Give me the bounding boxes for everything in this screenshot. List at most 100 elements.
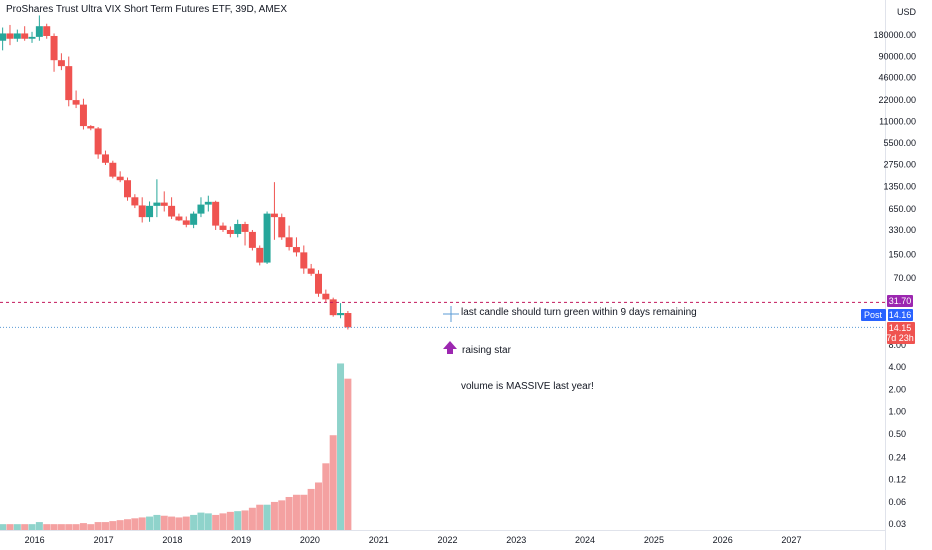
price-tick-label: 1350.00 <box>883 181 916 191</box>
candle <box>175 213 183 222</box>
candle <box>0 27 7 51</box>
candle <box>109 160 117 179</box>
chart-title: ProShares Trust Ultra VIX Short Term Fut… <box>6 4 288 15</box>
volume-tick-label: 8.00 <box>888 340 906 350</box>
cursor-cross-icon <box>443 306 459 322</box>
volume-bar <box>50 524 58 530</box>
volume-bar <box>109 521 117 530</box>
year-tick-label: 2026 <box>713 535 733 545</box>
candlesticks <box>0 15 352 330</box>
volume-bar <box>153 514 161 530</box>
volume-tick-label: 0.06 <box>888 497 906 507</box>
year-tick-label: 2023 <box>506 535 526 545</box>
price-tick-label: 180000.00 <box>873 30 916 40</box>
year-tick-label: 2022 <box>438 535 458 545</box>
candle <box>322 289 330 303</box>
annotation-volume-note: volume is MASSIVE last year! <box>461 381 594 392</box>
volume-bar <box>35 522 43 530</box>
candle <box>13 29 21 42</box>
volume-bar <box>292 494 300 530</box>
volume-bar <box>124 519 132 530</box>
time-axis[interactable]: 2016 2017 2018 2019 2020 2021 2022 2023 2024 2025… <box>25 535 802 545</box>
price-tick-label: 2750.00 <box>883 159 916 169</box>
year-tick-label: 2024 <box>575 535 595 545</box>
candle <box>212 200 220 230</box>
candle <box>101 150 109 165</box>
candle <box>138 197 146 223</box>
volume-bar <box>57 524 65 530</box>
candle <box>337 303 345 319</box>
candle <box>168 197 176 220</box>
price-tick-label: 11000.00 <box>879 117 916 127</box>
volume-tick-label: 0.12 <box>888 475 906 485</box>
candle <box>43 23 51 39</box>
volume-bar <box>212 514 220 530</box>
volume-bar <box>278 500 286 530</box>
post-price-tag: Post 14.16 <box>861 309 913 321</box>
volume-bar <box>28 524 36 530</box>
price-tick-label: 22000.00 <box>878 95 916 105</box>
last-price-tag: 14.15 7d 23h <box>886 322 915 344</box>
up-arrow-icon <box>443 341 457 354</box>
volume-bar <box>344 378 352 530</box>
candle <box>344 311 352 330</box>
volume-bar <box>65 524 73 530</box>
volume-bar <box>13 524 21 530</box>
candle <box>28 31 36 43</box>
volume-bar <box>219 513 227 530</box>
candle <box>263 211 271 264</box>
candle <box>146 201 154 222</box>
year-tick-label: 2020 <box>300 535 320 545</box>
year-tick-label: 2018 <box>162 535 182 545</box>
volume-bar <box>6 524 14 530</box>
price-tick-label: 5500.00 <box>883 138 916 148</box>
volume-bar <box>168 516 176 530</box>
candle <box>292 237 300 257</box>
candle <box>278 213 286 240</box>
candle <box>307 263 315 276</box>
volume-bar <box>314 482 322 530</box>
volume-axis[interactable]: 8.00 4.00 2.00 1.00 0.50 0.24 0.12 0.06 0.03 <box>888 340 906 529</box>
price-tick-label: 650.00 <box>888 204 916 214</box>
svg-text:31.70: 31.70 <box>889 296 912 306</box>
volume-bar <box>72 524 80 530</box>
price-axis[interactable]: 180000.00 90000.00 46000.00 22000.00 11000.0… <box>873 30 916 283</box>
volume-bar <box>138 517 146 530</box>
volume-bar <box>329 435 337 530</box>
candle <box>35 15 43 41</box>
volume-bar <box>307 488 315 530</box>
candle <box>72 90 80 109</box>
volume-tick-label: 0.50 <box>888 429 906 439</box>
candle <box>300 245 308 274</box>
annotation-raising-star: raising star <box>462 345 512 356</box>
candle <box>94 127 102 159</box>
volume-bar <box>256 504 264 530</box>
volume-bar <box>204 513 212 530</box>
candle <box>182 216 190 228</box>
volume-bar <box>43 524 51 530</box>
candle <box>124 177 132 201</box>
volume-bar <box>0 524 7 530</box>
volume-bar <box>146 516 154 530</box>
volume-bar <box>197 512 205 530</box>
volume-bar <box>300 494 308 530</box>
volume-tick-label: 0.24 <box>888 452 906 462</box>
candle <box>131 194 139 209</box>
svg-text:14.16: 14.16 <box>889 310 912 320</box>
candle <box>57 53 65 71</box>
candle <box>6 24 14 46</box>
volume-tick-label: 0.03 <box>888 519 906 529</box>
price-tick-label: 70.00 <box>893 273 916 283</box>
candle <box>21 26 29 41</box>
level-price-tag: 31.70 <box>887 295 913 307</box>
svg-text:7d 23h: 7d 23h <box>886 333 914 343</box>
volume-bar <box>248 507 256 530</box>
volume-bar <box>182 516 190 530</box>
year-tick-label: 2017 <box>94 535 114 545</box>
year-tick-label: 2025 <box>644 535 664 545</box>
volume-bar <box>234 511 242 530</box>
candle <box>190 211 198 229</box>
candle <box>160 191 168 212</box>
volume-bar <box>337 363 345 530</box>
